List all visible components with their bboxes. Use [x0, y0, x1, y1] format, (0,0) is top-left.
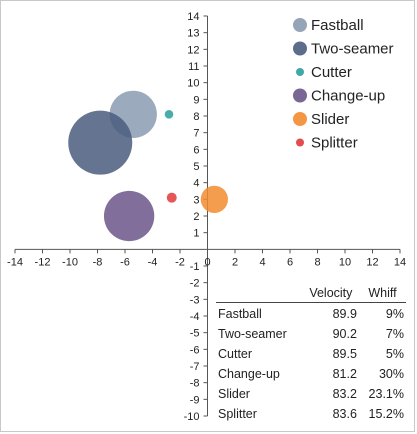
legend-label: Slider: [311, 111, 349, 128]
x-tick-label: -4: [148, 256, 158, 268]
table-cell-whiff: 15.2%: [368, 406, 404, 421]
x-tick-label: 10: [339, 256, 351, 268]
legend-marker: [296, 138, 304, 147]
table-row: Slider 83.2 23.1%: [216, 383, 406, 403]
table-cell-velocity: 83.6: [332, 406, 357, 421]
legend-label: Splitter: [311, 135, 358, 152]
legend-label: Two-seamer: [311, 41, 394, 58]
table-cell-velocity: 90.2: [332, 326, 357, 341]
bubble-two-seamer: [68, 110, 133, 175]
table-cell-whiff: 30%: [378, 366, 404, 381]
table-row: Change-up 81.2 30%: [216, 363, 406, 383]
y-tick-label: 4: [193, 178, 199, 190]
table-cell-pitch: Fastball: [218, 306, 262, 321]
y-tick-label: 11: [188, 61, 199, 73]
table-row: Splitter 83.6 15.2%: [216, 403, 406, 423]
y-tick-label: 14: [187, 11, 199, 23]
table-cell-velocity: 81.2: [332, 366, 357, 381]
x-tick-label: 12: [366, 256, 378, 268]
table-cell-whiff: 9%: [385, 306, 404, 321]
legend-label: Fastball: [311, 17, 364, 34]
y-tick-label: -9: [190, 394, 200, 406]
legend-marker: [293, 41, 307, 56]
y-tick-label: -10: [184, 411, 200, 423]
y-tick-label: 1: [193, 228, 199, 240]
x-tick-label: 6: [287, 256, 293, 268]
table-cell-whiff: 23.1%: [368, 386, 404, 401]
table-cell-pitch: Two-seamer: [218, 326, 287, 341]
bubble-change-up: [103, 190, 155, 242]
table-row: Fastball 89.9 9%: [216, 303, 406, 324]
bubble-cutter: [164, 110, 174, 119]
table-row: Cutter 89.5 5%: [216, 343, 406, 363]
y-tick-label: 12: [187, 44, 199, 56]
pitch-stats-table: Velocity Whiff Fastball 89.9 9% Two-seam…: [216, 285, 406, 423]
y-tick-label: -2: [190, 278, 200, 290]
y-tick-label: -1: [190, 261, 200, 273]
x-tick-label: 2: [232, 256, 238, 268]
legend-marker: [293, 18, 307, 32]
y-tick-label: -5: [190, 328, 200, 340]
table-cell-velocity: 89.9: [332, 306, 357, 321]
table-header-velocity: Velocity: [302, 285, 359, 303]
table-row: Two-seamer 90.2 7%: [216, 323, 406, 343]
bubble-slider: [200, 185, 229, 213]
table-cell-whiff: 5%: [385, 346, 404, 361]
x-tick-label: 8: [314, 256, 320, 268]
legend-label: Cutter: [311, 64, 352, 81]
table-cell-whiff: 7%: [385, 326, 404, 341]
x-tick-label: -14: [7, 256, 23, 268]
y-tick-label: -8: [190, 378, 200, 390]
x-tick-label: 14: [394, 256, 406, 268]
table-header-pitch: [216, 285, 303, 303]
table-cell-pitch: Cutter: [218, 346, 253, 361]
bubble-splitter: [166, 192, 177, 203]
legend-label: Change-up: [311, 88, 385, 105]
y-tick-label: 9: [193, 94, 199, 106]
y-tick-label: 13: [187, 28, 199, 40]
table-cell-velocity: 83.2: [332, 386, 357, 401]
x-tick-label: -8: [93, 256, 103, 268]
x-tick-label: -2: [175, 256, 185, 268]
y-tick-label: 3: [193, 194, 199, 206]
table-header-row: Velocity Whiff: [216, 285, 406, 303]
legend-marker: [293, 88, 307, 103]
y-tick-label: -3: [190, 294, 200, 306]
y-tick-label: 6: [193, 144, 199, 156]
legend-marker: [296, 68, 304, 76]
y-tick-label: -6: [190, 344, 200, 356]
y-tick-label: 10: [187, 78, 199, 90]
y-tick-label: 8: [193, 111, 199, 123]
x-tick-label: -12: [35, 256, 51, 268]
y-tick-label: 2: [193, 211, 199, 223]
y-tick-label: -4: [190, 311, 200, 323]
table-cell-velocity: 89.5: [332, 346, 357, 361]
x-tick-label: 4: [259, 256, 265, 268]
legend-marker: [293, 112, 307, 126]
table-header-whiff: Whiff: [358, 285, 406, 303]
table-cell-pitch: Change-up: [218, 366, 280, 381]
x-tick-label: 0: [204, 256, 210, 268]
y-tick-label: -7: [190, 361, 200, 373]
y-tick-label: 7: [193, 128, 199, 140]
x-tick-label: -10: [62, 256, 78, 268]
table-cell-pitch: Slider: [218, 386, 250, 401]
x-tick-label: -6: [120, 256, 130, 268]
table-cell-pitch: Splitter: [218, 406, 257, 421]
y-tick-label: 5: [193, 161, 199, 173]
